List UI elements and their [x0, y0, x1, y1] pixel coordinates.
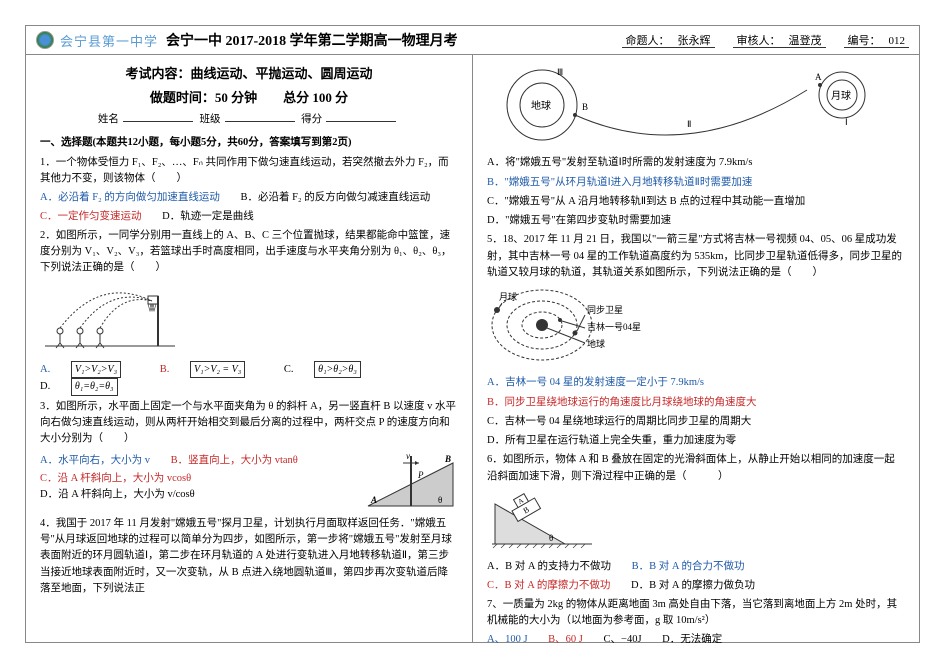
- svg-text:v: v: [406, 451, 410, 461]
- exam-scope: 考试内容：曲线运动、平抛运动、圆周运动: [40, 64, 458, 84]
- q2-stem: 2．如图所示，一同学分别用一直线上的 A、B、C 三个位置抛球，结果都能命中篮筐…: [40, 228, 458, 277]
- q3-d: D．沿 A 杆斜向上，大小为 v/cosθ: [40, 487, 195, 503]
- q6-opts-row1: A．B 对 A 的支持力不做功 B．B 对 A 的合力不做功: [487, 559, 905, 575]
- name-label: 姓名: [98, 114, 119, 125]
- page-frame: 会宁县第一中学 会宁一中 2017-2018 学年第二学期高一物理月考 命题人：…: [25, 25, 920, 643]
- q2-opts: A. V₁>V₂>V₃ B. V₁>V₂ = V₃ C. θ₁>θ₂>θ₃ D.…: [40, 361, 458, 396]
- q1-opts-row1: A．必沿着 F₂ 的方向做匀加速直线运动 B．必沿着 F₂ 的反方向做匀减速直线…: [40, 190, 458, 206]
- svg-text:地球: 地球: [531, 99, 551, 112]
- svg-text:B: B: [78, 350, 83, 351]
- svg-text:同步卫星: 同步卫星: [587, 305, 623, 315]
- q6-stem: 6．如图所示，物体 A 和 B 叠放在固定的光滑斜面体上，从静止开始以相同的加速…: [487, 452, 905, 485]
- q4-stem: 4．我国于 2017 年 11 月发射"嫦娥五号"探月卫星，计划执行月面取样返回…: [40, 516, 458, 597]
- svg-text:Ⅱ: Ⅱ: [687, 119, 691, 129]
- q7-a: A、100 J: [487, 632, 528, 643]
- q1-stem: 1．一个物体受恒力 F₁、F₂、…、Fₙ 共同作用下做匀速直线运动，若突然撤去外…: [40, 155, 458, 188]
- q7-c: C、−40J: [604, 632, 642, 643]
- header-meta: 命题人：张永辉 审核人：温登茂 编号：012: [622, 32, 910, 48]
- q5-stem: 5．18、2017 年 11 月 21 日，我国以"一箭三星"方式将吉林一号视频…: [487, 232, 905, 281]
- q3-opts-row2: C．沿 A 杆斜向上，大小为 vcosθ D．沿 A 杆斜向上，大小为 v/co…: [40, 471, 363, 504]
- q5-c: C．吉林一号 04 星绕地球运行的周期比同步卫星的周期大: [487, 414, 905, 430]
- svg-text:A: A: [370, 495, 377, 505]
- q4-d: D．"嫦娥五号"在第四步变轨时需要加速: [487, 213, 905, 229]
- reviewer-name: 温登茂: [785, 35, 826, 48]
- q5-a: A．吉林一号 04 星的发射速度一定小于 7.9km/s: [487, 375, 905, 391]
- q7-stem: 7、一质量为 2kg 的物体从距离地面 3m 高处自由下落，当它落到离地面上方 …: [487, 597, 905, 630]
- section1-title: 一、选择题(本题共12小题，每小题5分，共60分，答案填写到第2页): [40, 135, 458, 151]
- q4-c: C．"嫦娥五号"从 A 沿月地转移轨Ⅱ到达 B 点的过程中其动能一直增加: [487, 194, 905, 210]
- exam-time-score: 做题时间：50 分钟 总分 100 分: [40, 88, 458, 108]
- score-blank[interactable]: [326, 121, 396, 122]
- q3-stem: 3．如图所示，水平面上固定一个与水平面夹角为 θ 的斜杆 A，另一竖直杆 B 以…: [40, 399, 458, 448]
- class-label: 班级: [200, 114, 221, 125]
- q6-d: D．B 对 A 的摩擦力做负功: [631, 578, 755, 594]
- reviewer-label: 审核人：: [733, 35, 785, 48]
- q1-b: B．必沿着 F₂ 的反方向做匀减速直线运动: [240, 190, 430, 206]
- q6-a: A．B 对 A 的支持力不做功: [487, 559, 611, 575]
- svg-text:P: P: [417, 470, 424, 480]
- q3-c: C．沿 A 杆斜向上，大小为 vcosθ: [40, 471, 191, 487]
- q7-d: D．无法确定: [662, 632, 722, 643]
- q1-a: A．必沿着 F₂ 的方向做匀加速直线运动: [40, 190, 220, 206]
- svg-text:Ⅰ: Ⅰ: [845, 117, 848, 127]
- q3-opts-row1: A．水平向右，大小为 v B．竖直向上，大小为 vtanθ: [40, 453, 363, 469]
- q3-b: B．竖直向上，大小为 vtanθ: [171, 453, 298, 469]
- svg-text:吉林一号04星: 吉林一号04星: [587, 321, 641, 332]
- q1-c: C．一定作匀变速运动: [40, 209, 142, 225]
- svg-text:B: B: [444, 454, 451, 464]
- q2-a: A. V₁>V₂>V₃: [40, 361, 139, 379]
- svg-text:θ: θ: [438, 495, 442, 505]
- q4-a: A．将"嫦娥五号"发射至轨道Ⅰ时所需的发射速度为 7.9km/s: [487, 155, 905, 171]
- svg-text:月球: 月球: [499, 291, 517, 302]
- school-logo-icon: [36, 31, 54, 49]
- q2-figure: A B C: [40, 281, 458, 357]
- q4-figure: 地球 Ⅲ B Ⅱ 月球 A Ⅰ: [487, 65, 905, 151]
- q5-b: B．同步卫星绕地球运行的角速度比月球绕地球的角速度大: [487, 395, 905, 411]
- q7-opts: A、100 J B、60 J C、−40J D．无法确定: [487, 632, 905, 643]
- creator-name: 张永辉: [674, 35, 715, 48]
- creator-label: 命题人：: [622, 35, 674, 48]
- svg-text:月球: 月球: [831, 89, 851, 102]
- q5-figure: 月球 同步卫星 吉林一号04星 地球: [487, 285, 905, 371]
- score-label: 得分: [301, 114, 322, 125]
- q4-b: B．"嫦娥五号"从环月轨道Ⅰ进入月地转移轨道Ⅱ时需要加速: [487, 175, 905, 191]
- left-column: 考试内容：曲线运动、平抛运动、圆周运动 做题时间：50 分钟 总分 100 分 …: [26, 55, 473, 643]
- page-header: 会宁县第一中学 会宁一中 2017-2018 学年第二学期高一物理月考 命题人：…: [26, 26, 919, 55]
- svg-text:B: B: [582, 102, 588, 112]
- q2-d: D. θ₁=θ₂=θ₃: [40, 378, 136, 396]
- q1-opts-row2: C．一定作匀变速运动 D．轨迹一定是曲线: [40, 209, 458, 225]
- school-name: 会宁县第一中学: [60, 31, 158, 50]
- class-blank[interactable]: [225, 121, 295, 122]
- svg-text:Ⅲ: Ⅲ: [557, 67, 563, 77]
- q6-b: B．B 对 A 的合力不做功: [632, 559, 745, 575]
- q6-figure: B A θ: [487, 489, 905, 555]
- student-info-line: 姓名 班级 得分: [40, 112, 458, 128]
- q1-d: D．轨迹一定是曲线: [162, 209, 254, 225]
- svg-text:A: A: [815, 72, 822, 82]
- name-blank[interactable]: [123, 121, 193, 122]
- serial-label: 编号：: [844, 35, 885, 48]
- q5-d: D．所有卫星在运行轨道上完全失重，重力加速度为零: [487, 433, 905, 449]
- q3-a: A．水平向右，大小为 v: [40, 453, 150, 469]
- q2-c: C. θ₁>θ₂>θ₃: [284, 361, 379, 379]
- svg-text:A: A: [58, 350, 64, 351]
- exam-title: 会宁一中 2017-2018 学年第二学期高一物理月考: [166, 30, 458, 50]
- q6-opts-row2: C．B 对 A 的摩擦力不做功 D．B 对 A 的摩擦力做负功: [487, 578, 905, 594]
- q3-figure: v P B A θ: [363, 451, 458, 513]
- q7-b: B、60 J: [548, 632, 583, 643]
- serial-number: 012: [885, 35, 910, 48]
- svg-text:地球: 地球: [587, 338, 605, 349]
- right-column: 地球 Ⅲ B Ⅱ 月球 A Ⅰ A．将"嫦娥五号"发射至轨道Ⅰ时所需的发射速度为: [473, 55, 919, 643]
- svg-text:C: C: [98, 350, 103, 351]
- svg-text:θ: θ: [549, 533, 553, 543]
- q2-b: B. V₁>V₂ = V₃: [160, 361, 264, 379]
- content-columns: 考试内容：曲线运动、平抛运动、圆周运动 做题时间：50 分钟 总分 100 分 …: [26, 55, 919, 643]
- q6-c: C．B 对 A 的摩擦力不做功: [487, 578, 610, 594]
